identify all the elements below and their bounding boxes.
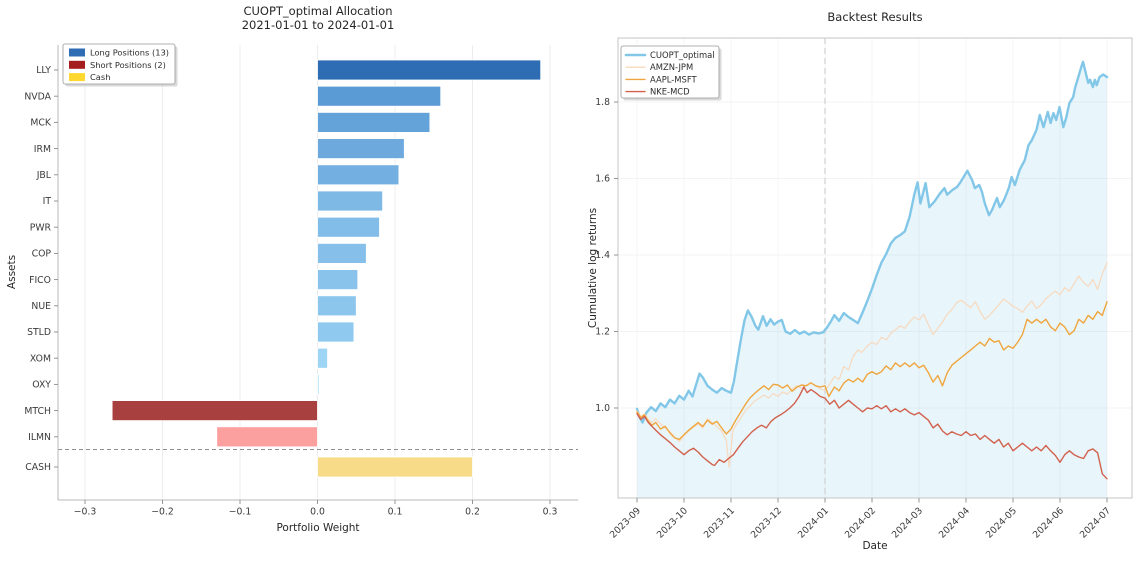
y-tick-label: 1.0 <box>595 403 610 414</box>
x-tick-label: 2024-01 <box>796 505 831 540</box>
allocation-legend: Long Positions (13) Short Positions (2) Ca… <box>62 43 178 87</box>
area-fill-cuopt_optimal <box>637 61 1107 499</box>
legend-label: CUOPT_optimal <box>650 50 715 60</box>
x-tick-label: 2024-04 <box>937 505 972 540</box>
bar-nue <box>317 295 357 317</box>
allocation-xlabel: Portfolio Weight <box>276 522 359 534</box>
y-tick-label-stld: STLD <box>27 327 51 338</box>
legend-swatch <box>69 60 85 69</box>
series-line-aapl-msft <box>636 301 1108 441</box>
x-tick-label: 2024-05 <box>984 505 1019 540</box>
y-tick-label: 1.6 <box>595 174 610 185</box>
legend-swatch <box>69 73 85 82</box>
legend-swatch <box>69 48 85 57</box>
x-tick-label: 2023-12 <box>749 505 784 540</box>
y-tick-label-xom: XOM <box>30 353 51 364</box>
y-tick-label: 1.2 <box>595 327 610 338</box>
y-tick-label-cash: CASH <box>25 462 51 473</box>
allocation-title: CUOPT_optimal Allocation <box>243 4 392 18</box>
legend-label: NKE-MCD <box>650 87 690 97</box>
y-tick-label-mtch: MTCH <box>24 406 51 417</box>
bar-pwr <box>317 216 380 238</box>
x-tick-label: 0.3 <box>543 507 558 518</box>
backtest-ylabel: Cumulative log returns <box>587 208 599 328</box>
y-tick-label-mck: MCK <box>30 118 52 129</box>
bar-stld <box>317 321 355 343</box>
bar-nvda <box>317 85 442 107</box>
x-tick-label: 2024-02 <box>843 505 878 540</box>
bar-lly <box>317 59 542 81</box>
legend-label: AMZN-JPM <box>650 62 693 72</box>
bar-jbl <box>317 164 400 186</box>
series-line-amzn-jpm <box>636 262 1108 468</box>
x-tick-label: 0.2 <box>465 507 480 518</box>
legend-label: Cash <box>90 72 110 82</box>
series-line-nke-mcd <box>636 386 1108 480</box>
x-tick-label: 2024-03 <box>890 505 925 540</box>
y-tick-label-cop: COP <box>32 249 52 260</box>
x-tick-label: 0.1 <box>388 507 403 518</box>
x-tick-label: 2023-09 <box>608 505 643 540</box>
x-tick-label: 2024-07 <box>1078 505 1113 540</box>
bar-ilmn <box>216 426 318 448</box>
y-tick-label-jbl: JBL <box>36 170 52 181</box>
y-tick-label-lly: LLY <box>36 65 51 76</box>
y-tick-label-fico: FICO <box>29 275 51 286</box>
allocation-subtitle: 2021-01-01 to 2024-01-01 <box>242 18 395 32</box>
backtest-xlabel: Date <box>862 540 887 552</box>
x-tick-label: 2023-10 <box>655 505 690 540</box>
bar-mck <box>317 112 431 133</box>
y-tick-label-nue: NUE <box>31 301 51 312</box>
backtest-title: Backtest Results <box>827 10 922 24</box>
x-tick-label: 2023-11 <box>702 505 737 540</box>
bar-irm <box>317 138 405 160</box>
y-tick-label-oxy: OXY <box>32 380 51 391</box>
y-tick-label-it: IT <box>43 196 52 207</box>
x-tick-label: 0.0 <box>310 507 325 518</box>
backtest-chart: 1.0 1.2 1.4 1.6 1.8 2023-09 2023-10 2023-11 2023… <box>587 10 1133 552</box>
y-tick-label: 1.4 <box>595 250 610 261</box>
bar-mtch <box>111 400 318 422</box>
legend-label: Long Positions (13) <box>90 48 169 58</box>
legend-label: AAPL-MSFT <box>650 74 697 84</box>
bar-cash <box>317 456 473 478</box>
x-tick-label: 2024-06 <box>1031 505 1066 540</box>
allocation-ylabel: Assets <box>6 255 18 289</box>
y-tick-label: 1.8 <box>595 97 610 108</box>
y-tick-label-nvda: NVDA <box>24 91 51 102</box>
bar-it <box>317 190 383 212</box>
legend-box <box>62 43 176 85</box>
plot-box <box>617 37 1133 499</box>
x-tick-label: −0.2 <box>151 507 174 518</box>
series-line-cuopt_optimal <box>635 60 1109 424</box>
legend-label: Short Positions (2) <box>90 60 166 70</box>
bar-cop <box>317 242 367 264</box>
y-tick-label-ilmn: ILMN <box>28 432 51 443</box>
backtest-legend: CUOPT_optimal AMZN-JPM AAPL-MSFT NKE-MCD <box>620 45 722 101</box>
bar-fico <box>317 269 359 291</box>
bar-oxy <box>317 373 320 395</box>
x-tick-label: −0.1 <box>229 507 252 518</box>
bar-xom <box>317 347 328 369</box>
y-tick-label-pwr: PWR <box>30 222 52 233</box>
x-tick-label: −0.3 <box>74 507 97 518</box>
y-tick-label-irm: IRM <box>34 144 51 155</box>
allocation-chart: −0.3 −0.2 −0.1 0.0 0.1 0.2 0.3 LLY NVDA MCK IRM JBL… <box>6 4 578 534</box>
legend-box <box>620 45 720 99</box>
